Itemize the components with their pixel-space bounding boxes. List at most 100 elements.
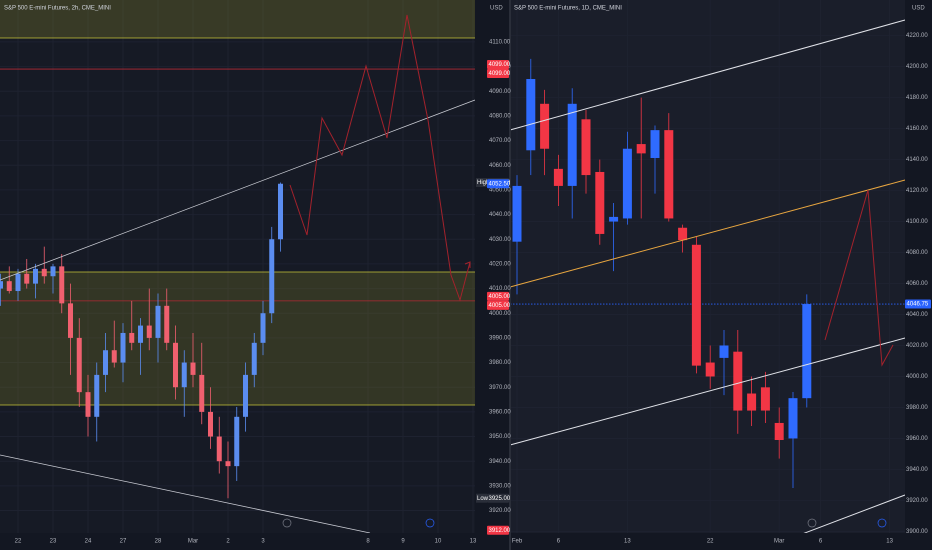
candle-body bbox=[664, 130, 674, 219]
candle-body bbox=[50, 266, 56, 277]
price-label-box bbox=[487, 179, 509, 189]
y-tick-label: 4000.00 bbox=[489, 311, 511, 317]
y-tick-label: 4140.00 bbox=[906, 157, 928, 163]
candle-body bbox=[581, 119, 591, 176]
y-tick-label: 3920.00 bbox=[906, 498, 928, 504]
candle-body bbox=[208, 411, 213, 437]
candle-body bbox=[526, 79, 536, 151]
trend-line bbox=[0, 454, 371, 534]
channel-line bbox=[509, 19, 906, 131]
candle-body bbox=[691, 244, 701, 366]
candle-body bbox=[164, 305, 170, 343]
candle-body bbox=[59, 266, 65, 304]
candle-body bbox=[747, 393, 757, 411]
candle-body bbox=[120, 332, 126, 363]
zone bbox=[0, 0, 475, 38]
x-tick-label: 6 bbox=[819, 539, 823, 545]
y-tick-label: 4100.00 bbox=[906, 219, 928, 225]
y-tick-label: 4110.00 bbox=[489, 40, 511, 46]
candle-body bbox=[622, 148, 632, 219]
price-label-box bbox=[487, 300, 509, 310]
price-label: 4052.50 bbox=[489, 181, 511, 187]
candle-body bbox=[251, 342, 257, 375]
chart-title: S&P 500 E-mini Futures, 2h, CME_MINI bbox=[4, 6, 111, 12]
price-label-box bbox=[487, 60, 509, 70]
y-tick-label: 3960.00 bbox=[489, 409, 511, 415]
x-tick-label: 10 bbox=[435, 539, 442, 545]
time-axis bbox=[0, 533, 475, 550]
price-label: 4099.00 bbox=[489, 71, 511, 77]
median-line bbox=[509, 179, 906, 288]
text-layer: S&P 500 E-mini Futures, 2h, CME_MINI USD… bbox=[4, 6, 928, 545]
x-tick-label: 8 bbox=[366, 539, 370, 545]
candle-body bbox=[243, 374, 248, 417]
x-tick-label: 28 bbox=[155, 539, 162, 545]
y-tick-label: 3990.00 bbox=[489, 335, 511, 341]
candle-body bbox=[85, 392, 91, 417]
candle-body bbox=[103, 350, 108, 375]
price-label: 4046.75 bbox=[907, 302, 929, 308]
y-tick-label: 4040.00 bbox=[489, 212, 511, 218]
y-tick-label: 3950.00 bbox=[489, 434, 511, 440]
x-tick-label: 22 bbox=[707, 539, 714, 545]
x-tick-label: 3 bbox=[261, 539, 265, 545]
candle-body bbox=[512, 185, 522, 242]
x-tick-label: 13 bbox=[470, 539, 477, 545]
x-tick-label: 24 bbox=[85, 539, 92, 545]
y-tick-label: 4000.00 bbox=[906, 374, 928, 380]
candle-body bbox=[68, 303, 73, 338]
candle-body bbox=[129, 332, 135, 343]
price-label-box bbox=[487, 493, 509, 503]
y-tick-label: 4070.00 bbox=[489, 138, 511, 144]
x-tick-label: 2 bbox=[226, 539, 230, 545]
event-icon[interactable] bbox=[425, 518, 435, 528]
x-tick-label: 23 bbox=[50, 539, 57, 545]
event-icon[interactable] bbox=[282, 518, 292, 528]
y-tick-label: 4180.00 bbox=[906, 95, 928, 101]
price-tag: Low bbox=[477, 496, 489, 502]
y-tick-label: 3920.00 bbox=[489, 508, 511, 514]
candle-body bbox=[760, 387, 770, 411]
y-tick-label: 4060.00 bbox=[906, 281, 928, 287]
candle-body bbox=[553, 168, 563, 186]
candle-body bbox=[278, 183, 283, 240]
currency: USD bbox=[912, 6, 925, 12]
candle-body bbox=[199, 374, 205, 412]
x-tick-label: Mar bbox=[774, 539, 784, 545]
price-tag: High bbox=[477, 180, 489, 186]
y-tick-label: 3940.00 bbox=[906, 467, 928, 473]
candle-body bbox=[146, 325, 152, 338]
price-label-box bbox=[905, 299, 931, 309]
price-label-box bbox=[487, 69, 509, 79]
y-tick-label: 3960.00 bbox=[906, 436, 928, 442]
candle-body bbox=[705, 362, 715, 377]
price-axis bbox=[905, 0, 932, 550]
y-tick-label: 3980.00 bbox=[906, 405, 928, 411]
candle-body bbox=[567, 103, 577, 186]
candle-body bbox=[678, 227, 688, 241]
candle-body bbox=[733, 351, 743, 411]
candles-layer bbox=[0, 58, 812, 499]
candle-body bbox=[94, 374, 100, 417]
candle-body bbox=[111, 350, 117, 363]
x-tick-label: 13 bbox=[886, 539, 893, 545]
price-label: 3912.00 bbox=[489, 528, 511, 534]
event-icon[interactable] bbox=[807, 518, 817, 528]
y-tick-label: 4040.00 bbox=[906, 312, 928, 318]
time-axis bbox=[510, 533, 905, 550]
y-tick-label: 3930.00 bbox=[489, 483, 511, 489]
candle-body bbox=[788, 398, 798, 439]
event-icon[interactable] bbox=[877, 518, 887, 528]
candle-body bbox=[802, 304, 812, 399]
candle-body bbox=[774, 422, 784, 440]
candle-body bbox=[269, 239, 275, 314]
y-tick-label: 3940.00 bbox=[489, 459, 511, 465]
candle-body bbox=[15, 273, 21, 292]
x-tick-label: 6 bbox=[557, 539, 561, 545]
candle-body bbox=[155, 305, 161, 338]
y-tick-label: 4080.00 bbox=[489, 113, 511, 119]
y-tick-label: 3980.00 bbox=[489, 360, 511, 366]
y-tick-label: 4010.00 bbox=[489, 286, 511, 292]
price-label: 4099.00 bbox=[489, 62, 511, 68]
zone bbox=[0, 272, 475, 405]
